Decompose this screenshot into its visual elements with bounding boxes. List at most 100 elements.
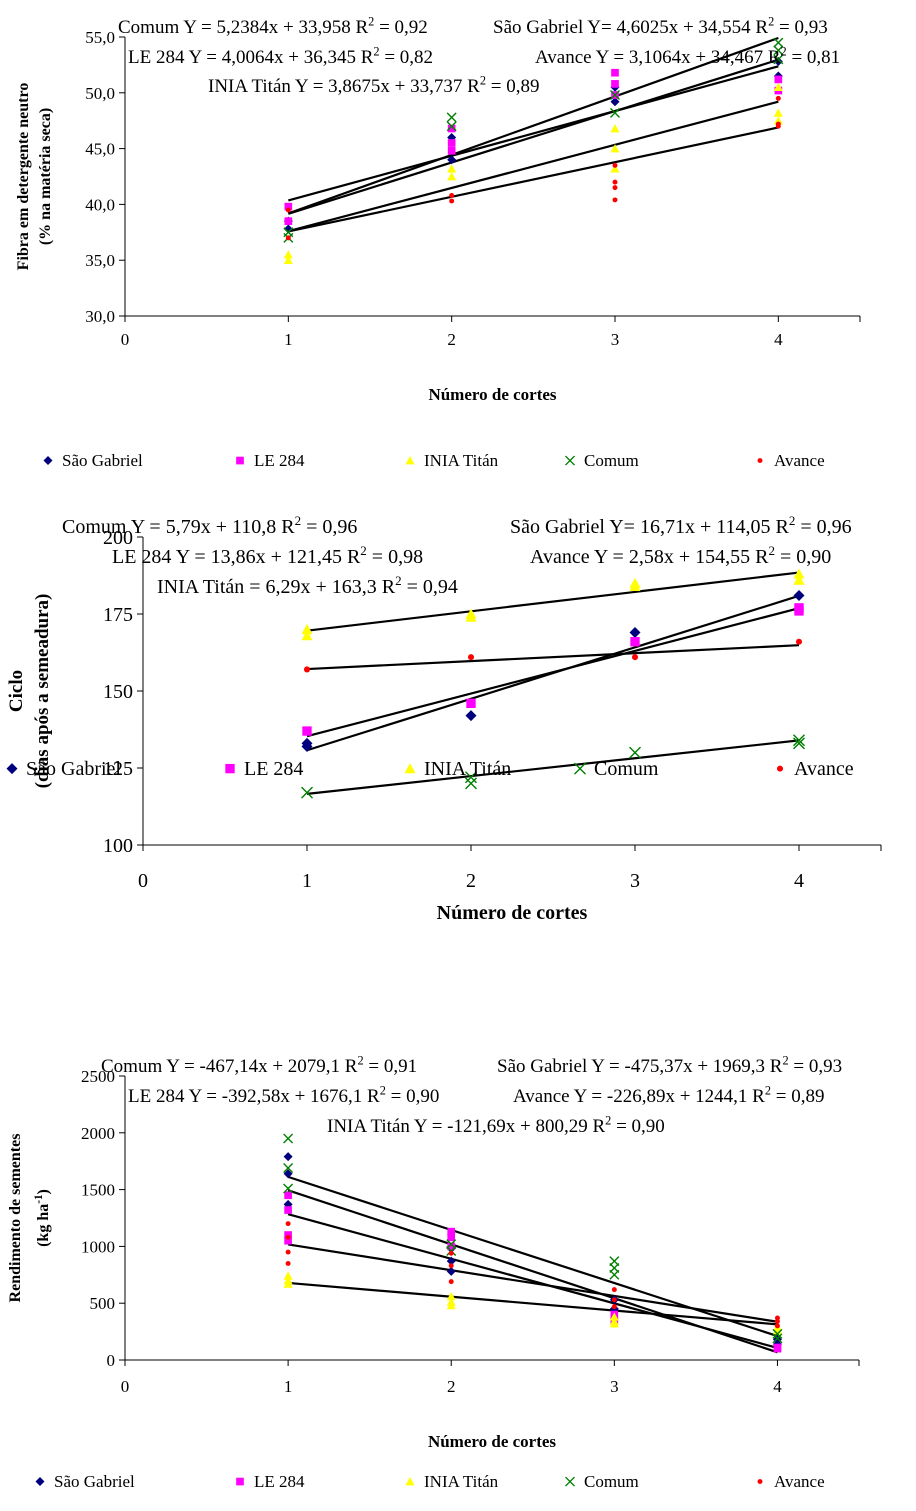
x-tick-label: 3 bbox=[610, 1377, 619, 1396]
legend-item-comum: Comum bbox=[574, 758, 659, 780]
data-point bbox=[447, 172, 457, 181]
series-le-284 bbox=[302, 603, 804, 736]
legend-marker bbox=[236, 1477, 244, 1486]
data-point bbox=[449, 192, 455, 198]
data-point bbox=[447, 139, 456, 147]
series-comum bbox=[283, 1133, 783, 1344]
data-point bbox=[610, 107, 620, 118]
data-point bbox=[629, 746, 641, 759]
legend-marker bbox=[405, 456, 415, 465]
legend-item-avance: Avance bbox=[776, 758, 854, 780]
data-point bbox=[774, 1323, 780, 1329]
data-point bbox=[285, 235, 291, 241]
data-point bbox=[283, 1169, 293, 1179]
data-point bbox=[610, 90, 620, 101]
data-point bbox=[611, 1297, 617, 1303]
legend-label: Avance bbox=[774, 451, 825, 470]
regression-equation: São Gabriel Y= 4,6025x + 34,554 R2 = 0,9… bbox=[493, 14, 828, 38]
data-point bbox=[773, 116, 783, 125]
data-point bbox=[465, 608, 477, 619]
data-point bbox=[611, 1304, 617, 1310]
data-point bbox=[773, 45, 784, 56]
fit-line-le-284 bbox=[306, 607, 800, 738]
x-tick-label: 4 bbox=[774, 330, 783, 349]
data-point bbox=[301, 786, 313, 799]
regression-equation: INIA Titán Y = -121,69x + 800,29 R2 = 0,… bbox=[327, 1113, 665, 1137]
x-tick-label: 0 bbox=[121, 1377, 130, 1396]
legend-label: LE 284 bbox=[254, 451, 305, 470]
data-point bbox=[283, 224, 293, 234]
legend-label: Avance bbox=[774, 1472, 825, 1491]
data-point bbox=[446, 1300, 456, 1310]
y-tick-label: 500 bbox=[90, 1294, 116, 1313]
data-point bbox=[793, 574, 805, 585]
data-point bbox=[447, 1227, 456, 1236]
y-tick-label: 0 bbox=[107, 1351, 116, 1370]
fit-line-comum bbox=[287, 36, 779, 215]
x-axis-title: Número de cortes bbox=[428, 385, 556, 404]
data-point bbox=[285, 1234, 291, 1240]
x-tick-label: 1 bbox=[284, 330, 293, 349]
data-point bbox=[285, 207, 291, 213]
legend-marker bbox=[225, 763, 235, 774]
x-tick-label: 0 bbox=[138, 870, 148, 892]
data-point bbox=[630, 637, 640, 647]
y-tick-label: 50,0 bbox=[85, 84, 115, 103]
legend-marker bbox=[565, 455, 575, 466]
data-point bbox=[611, 80, 619, 88]
data-point bbox=[447, 164, 457, 173]
data-point bbox=[609, 1312, 619, 1321]
data-point bbox=[609, 1269, 620, 1280]
data-point bbox=[773, 54, 784, 65]
fit-line-comum bbox=[306, 739, 800, 795]
legend-marker bbox=[6, 763, 18, 775]
data-point bbox=[447, 124, 456, 133]
x-axis-title: Número de cortes bbox=[437, 902, 588, 924]
data-point bbox=[793, 590, 805, 602]
data-point bbox=[449, 198, 455, 204]
data-point bbox=[467, 654, 475, 661]
fit-line-inia-titan bbox=[306, 571, 800, 632]
data-point bbox=[303, 666, 311, 673]
legend-label: INIA Titán bbox=[424, 451, 499, 470]
data-point bbox=[283, 1152, 293, 1162]
data-point bbox=[283, 1183, 294, 1194]
x-tick-label: 3 bbox=[611, 330, 620, 349]
chart-panel-fibra: 30,0 35,0 40,0 45,0 50,0 55,0 0 1 2 3 4 Número de c… bbox=[0, 0, 916, 490]
legend-marker bbox=[404, 763, 416, 774]
regression-equation: LE 284 Y = -392,58x + 1676,1 R2 = 0,90 bbox=[128, 1083, 439, 1107]
y-tick-label: 125 bbox=[103, 758, 133, 780]
x-tick-label: 3 bbox=[630, 870, 640, 892]
y-axis-subtitle: (% na matéria seca) bbox=[37, 108, 54, 245]
data-point bbox=[795, 638, 803, 645]
y-tick-label: 30,0 bbox=[85, 307, 115, 326]
fit-line-avance bbox=[287, 1243, 778, 1323]
y-axis-subtitle: (kg ha-1) bbox=[33, 1189, 52, 1247]
data-point bbox=[610, 164, 620, 173]
legend-item-le-284: LE 284 bbox=[236, 451, 305, 470]
data-point bbox=[447, 155, 457, 165]
legend-marker bbox=[236, 456, 244, 465]
x-tick-label: 2 bbox=[466, 870, 476, 892]
x-tick-label: 4 bbox=[773, 1377, 782, 1396]
x-tick-label: 2 bbox=[447, 330, 456, 349]
legend-label: Comum bbox=[594, 758, 659, 780]
data-point bbox=[284, 217, 293, 225]
legend-item-le-284: LE 284 bbox=[236, 1472, 305, 1491]
y-tick-label: 2500 bbox=[81, 1067, 115, 1086]
x-tick-label: 1 bbox=[284, 1377, 293, 1396]
legend-marker bbox=[757, 1479, 763, 1485]
data-point bbox=[612, 162, 618, 168]
data-point bbox=[610, 97, 620, 107]
data-point bbox=[793, 737, 805, 750]
regression-equation: INIA Titán Y = 3,8675x + 33,737 R2 = 0,8… bbox=[208, 73, 539, 97]
legend-item-le-284: LE 284 bbox=[225, 758, 303, 780]
y-tick-label: 35,0 bbox=[85, 251, 115, 270]
legend-marker bbox=[565, 1476, 575, 1487]
data-point bbox=[302, 726, 312, 736]
series-avance bbox=[285, 95, 781, 241]
data-point bbox=[301, 623, 313, 635]
data-point bbox=[775, 123, 781, 129]
data-point bbox=[283, 1271, 293, 1280]
data-point bbox=[446, 121, 457, 132]
